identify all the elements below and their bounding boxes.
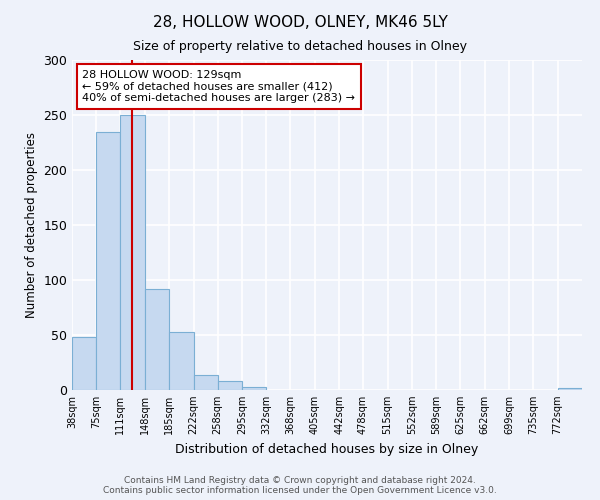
Text: Size of property relative to detached houses in Olney: Size of property relative to detached ho… xyxy=(133,40,467,53)
Text: 28 HOLLOW WOOD: 129sqm
← 59% of detached houses are smaller (412)
40% of semi-de: 28 HOLLOW WOOD: 129sqm ← 59% of detached… xyxy=(82,70,355,103)
Bar xyxy=(194,374,218,390)
Bar xyxy=(557,388,582,390)
Bar xyxy=(120,115,145,390)
Bar xyxy=(242,386,266,390)
Text: 28, HOLLOW WOOD, OLNEY, MK46 5LY: 28, HOLLOW WOOD, OLNEY, MK46 5LY xyxy=(152,15,448,30)
Bar xyxy=(169,332,194,390)
X-axis label: Distribution of detached houses by size in Olney: Distribution of detached houses by size … xyxy=(175,442,479,456)
Y-axis label: Number of detached properties: Number of detached properties xyxy=(25,132,38,318)
Text: Contains HM Land Registry data © Crown copyright and database right 2024.
Contai: Contains HM Land Registry data © Crown c… xyxy=(103,476,497,495)
Bar xyxy=(97,132,120,390)
Bar xyxy=(145,289,169,390)
Bar xyxy=(218,381,242,390)
Bar xyxy=(72,337,97,390)
